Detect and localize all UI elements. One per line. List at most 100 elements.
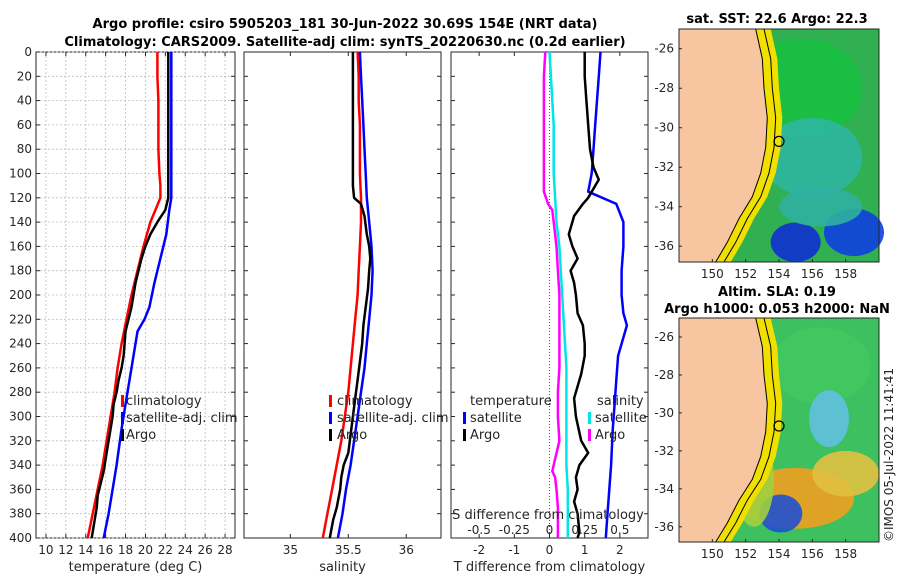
legend-swatch-t-argo xyxy=(463,429,466,441)
shelf-contour xyxy=(723,317,777,543)
x-tick-label: 35 xyxy=(283,543,298,557)
y-tick-label: 380 xyxy=(9,507,32,521)
chart-title-line2: Climatology: CARS2009. Satellite-adj cli… xyxy=(64,35,625,50)
legend-swatch-climatology xyxy=(329,395,332,407)
y-tick-label: 200 xyxy=(9,288,32,302)
series-line-s-argo xyxy=(542,51,561,538)
x-tick-label: 0 xyxy=(546,543,554,557)
map-y-tick-label: -32 xyxy=(654,160,674,174)
argo-location-marker xyxy=(773,135,785,147)
y-tick-label: 300 xyxy=(9,410,32,424)
x-tick-label: 28 xyxy=(217,543,232,557)
s-diff-tick-label: 0 xyxy=(546,523,554,537)
s-diff-tick-label: 0.25 xyxy=(571,523,598,537)
legend-label-satellite-adj: satellite-adj. clim xyxy=(337,411,449,426)
series-line-t-argo xyxy=(567,52,601,539)
map-x-tick-label: 156 xyxy=(801,547,824,561)
y-tick-label: 160 xyxy=(9,239,32,253)
series-line-satellite-adj-clim xyxy=(336,51,374,539)
credit-text: ©IMOS 05-Jul-2022 11:41:41 xyxy=(882,368,896,542)
x-tick-label: 36 xyxy=(399,543,414,557)
map-y-tick-label: -26 xyxy=(654,42,674,56)
coastal-band xyxy=(715,29,783,262)
series-line-climatology xyxy=(321,51,363,539)
legend-label-t-argo: Argo xyxy=(470,428,500,443)
map-y-tick-label: -28 xyxy=(654,81,674,95)
x-axis-label: T difference from climatology xyxy=(453,560,646,575)
plot-area xyxy=(243,51,442,539)
legend-label-argo: Argo xyxy=(126,428,156,443)
map-y-tick-label: -36 xyxy=(654,520,674,534)
coastline xyxy=(715,28,768,263)
legend-label-climatology: climatology xyxy=(126,394,202,409)
x-tick-label: 22 xyxy=(158,543,173,557)
y-tick-label: 280 xyxy=(9,385,32,399)
x-tick-label: 16 xyxy=(98,543,113,557)
x-tick-label: -2 xyxy=(473,543,485,557)
y-tick-label: 140 xyxy=(9,215,32,229)
y-tick-label: 80 xyxy=(17,142,32,156)
legend-label-s-satellite: satellite xyxy=(595,411,647,426)
sst-map: 150 152 154 156 158 -26 -28 -30 -32 -34 -36 xyxy=(654,28,884,281)
map-x-tick-label: 152 xyxy=(734,547,757,561)
y-tick-label: 20 xyxy=(17,69,32,83)
y-tick-label: 60 xyxy=(17,118,32,132)
land-area xyxy=(679,318,768,542)
sst-map-title: sat. SST: 22.6 Argo: 22.3 xyxy=(686,12,867,27)
legend-swatch-climatology xyxy=(121,395,124,407)
field-patch xyxy=(809,390,849,448)
legend-label-t-satellite: satellite xyxy=(470,411,522,426)
series-line-t-satellite xyxy=(586,51,629,539)
map-y-tick-label: -30 xyxy=(654,406,674,420)
x-tick-label: -1 xyxy=(508,543,520,557)
field-patch xyxy=(770,327,871,404)
y-tick-label: 400 xyxy=(9,531,32,545)
field-patch xyxy=(779,186,863,227)
series-line-argo xyxy=(328,52,372,539)
y-tick-label: 180 xyxy=(9,264,32,278)
salinity-panel: 35 35.5 36 salinity xyxy=(243,51,442,575)
temperature-panel: 0 20 40 60 80 100 120 140 160 180 200 220 240 260 280 3… xyxy=(9,45,236,575)
x-tick-label: 26 xyxy=(198,543,213,557)
field-patch xyxy=(770,222,821,262)
map-x-tick-label: 154 xyxy=(768,547,791,561)
legend-swatch-argo xyxy=(121,429,124,441)
s-diff-tick-label: 0.5 xyxy=(610,523,629,537)
map-y-tick-label: -28 xyxy=(654,368,674,382)
x-tick-label: 10 xyxy=(38,543,53,557)
x-tick-label: 2 xyxy=(616,543,624,557)
legend-swatch-argo xyxy=(329,429,332,441)
x-tick-label: 35.5 xyxy=(335,543,362,557)
y-tick-label: 360 xyxy=(9,482,32,496)
series-line-argo xyxy=(90,52,170,539)
legend-swatch-satellite-adj xyxy=(329,412,332,424)
map-x-tick-label: 150 xyxy=(701,547,724,561)
s-difference-axis-label: S difference from climatology xyxy=(452,508,644,523)
s-difference-ticks: -0.5 -0.25 0 0.25 0.5 xyxy=(467,523,629,537)
legend-header-salinity: salinity xyxy=(597,394,644,409)
s-diff-tick-label: -0.5 xyxy=(467,523,490,537)
x-axis-label: salinity xyxy=(319,560,366,575)
map-x-tick-label: 158 xyxy=(834,547,857,561)
map-x-tick-label: 158 xyxy=(834,267,857,281)
sla-map-title-line1: Altim. SLA: 0.19 xyxy=(718,285,836,300)
x-tick-label: 14 xyxy=(78,543,93,557)
y-tick-label: 120 xyxy=(9,191,32,205)
map-y-tick-label: -26 xyxy=(654,330,674,344)
sla-map: 150 152 154 156 158 -26 -28 -30 -32 -34 -36 xyxy=(654,317,880,561)
legend-swatch-satellite-adj xyxy=(121,412,124,424)
y-tick-label: 40 xyxy=(17,94,32,108)
x-tick-label: 24 xyxy=(178,543,193,557)
coastal-band xyxy=(715,318,783,542)
y-tick-label: 240 xyxy=(9,337,32,351)
y-tick-label: 260 xyxy=(9,361,32,375)
temperature-legend: climatology satellite-adj. clim Argo xyxy=(121,394,238,443)
legend-swatch-s-argo xyxy=(588,429,591,441)
y-tick-label: 100 xyxy=(9,167,32,181)
chart-title-line1: Argo profile: csiro 5905203_181 30-Jun-2… xyxy=(93,17,598,32)
coastline xyxy=(715,317,768,543)
argo-location-marker xyxy=(773,420,785,432)
map-x-tick-label: 156 xyxy=(801,267,824,281)
difference-panel: -2 -1 0 1 2 T difference from climatology xyxy=(450,51,649,575)
